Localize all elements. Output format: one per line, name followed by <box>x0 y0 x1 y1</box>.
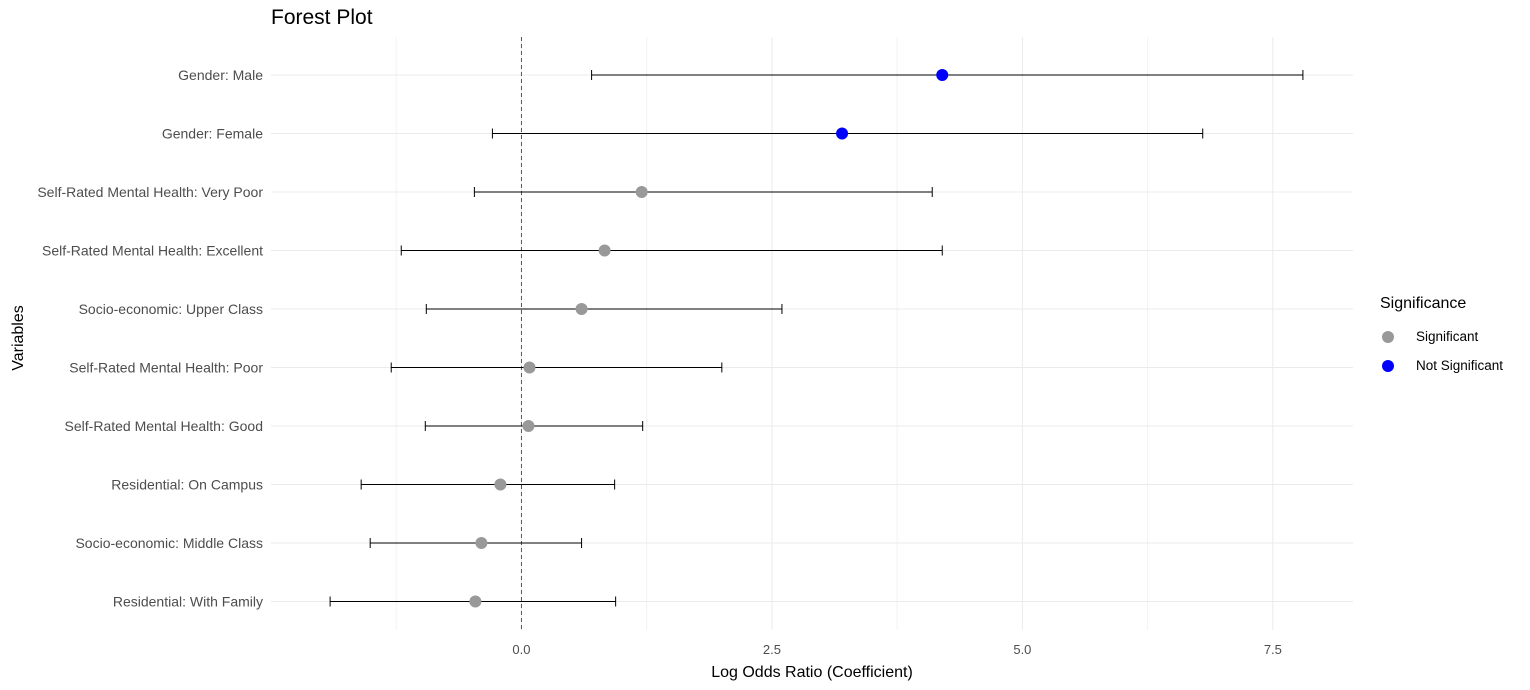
legend-swatch-not-significant <box>1382 359 1394 372</box>
legend-item-not-significant: Not Significant <box>1380 351 1503 380</box>
y-tick-label: Self-Rated Mental Health: Very Poor <box>37 184 263 200</box>
y-tick-label: Self-Rated Mental Health: Good <box>65 418 263 434</box>
y-tick-label: Socio-economic: Middle Class <box>75 535 263 551</box>
estimate-point <box>836 127 849 140</box>
y-tick-label: Residential: On Campus <box>111 477 263 493</box>
y-tick-label: Gender: Male <box>178 67 263 83</box>
y-tick-label: Gender: Female <box>162 126 263 142</box>
x-tick-label: 5.0 <box>1013 642 1031 657</box>
legend-item-significant: Significant <box>1380 322 1503 351</box>
chart-title: Forest Plot <box>271 6 373 29</box>
x-tick-label: 7.5 <box>1264 642 1282 657</box>
legend-label-not-significant: Not Significant <box>1416 358 1504 373</box>
legend-label-significant: Significant <box>1416 329 1479 344</box>
grid-lines <box>271 37 1353 630</box>
estimate-point <box>936 69 949 81</box>
estimate-points <box>469 69 949 608</box>
estimate-point <box>598 244 611 257</box>
x-tick-labels: 0.0 2.5 5.0 7.5 <box>512 642 1281 657</box>
y-tick-label: Residential: With Family <box>113 594 263 610</box>
x-axis-title: Log Odds Ratio (Coefficient) <box>711 664 913 681</box>
legend: Significance Significant Not Significant <box>1380 295 1503 380</box>
y-tick-label: Socio-economic: Upper Class <box>79 301 263 317</box>
y-axis-title: Variables <box>10 305 27 371</box>
estimate-point <box>494 478 507 491</box>
estimate-point <box>523 361 536 374</box>
confidence-intervals <box>329 70 1304 607</box>
estimate-point <box>475 537 488 549</box>
estimate-point <box>635 186 648 198</box>
x-tick-label: 0.0 <box>512 642 530 657</box>
estimate-point <box>522 420 535 432</box>
y-tick-labels: Gender: Male Gender: Female Self-Rated Men… <box>37 67 263 610</box>
estimate-point <box>575 303 588 315</box>
y-tick-label: Self-Rated Mental Health: Excellent <box>42 243 263 259</box>
y-tick-label: Self-Rated Mental Health: Poor <box>69 360 263 376</box>
estimate-point <box>469 595 482 608</box>
legend-title: Significance <box>1380 295 1467 312</box>
x-tick-label: 2.5 <box>763 642 781 657</box>
legend-swatch-significant <box>1382 330 1394 343</box>
